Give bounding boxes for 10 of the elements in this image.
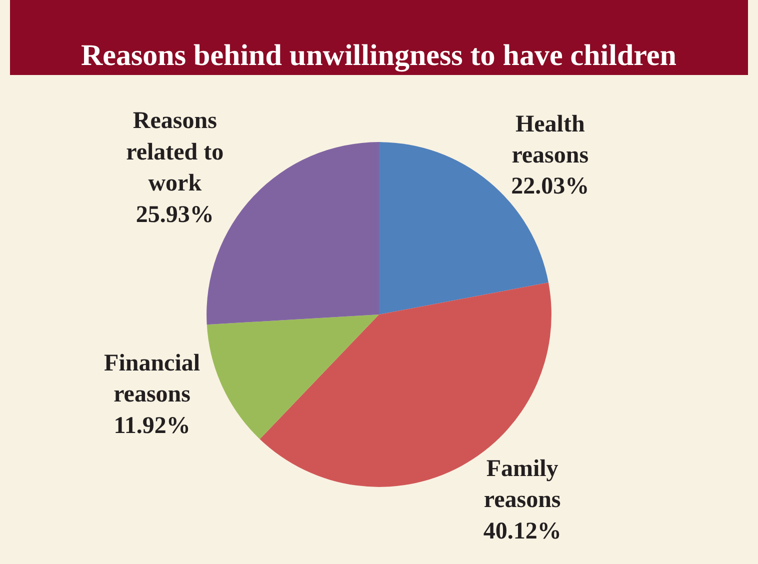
slice-label: Reasons related to work [126, 108, 224, 197]
slice-label: Health reasons [512, 111, 589, 169]
data-label: 11.92% [114, 412, 190, 439]
pie-slice [206, 314, 379, 440]
slice-label: Family reasons [484, 456, 561, 514]
data-label: 25.93% [136, 202, 214, 228]
slice-label: Financial reasons [104, 350, 200, 408]
data-label: 40.12% [483, 518, 562, 544]
chart-title: Reasons behind unwillingness to have children [81, 39, 677, 72]
data-label: 22.03% [511, 174, 590, 200]
